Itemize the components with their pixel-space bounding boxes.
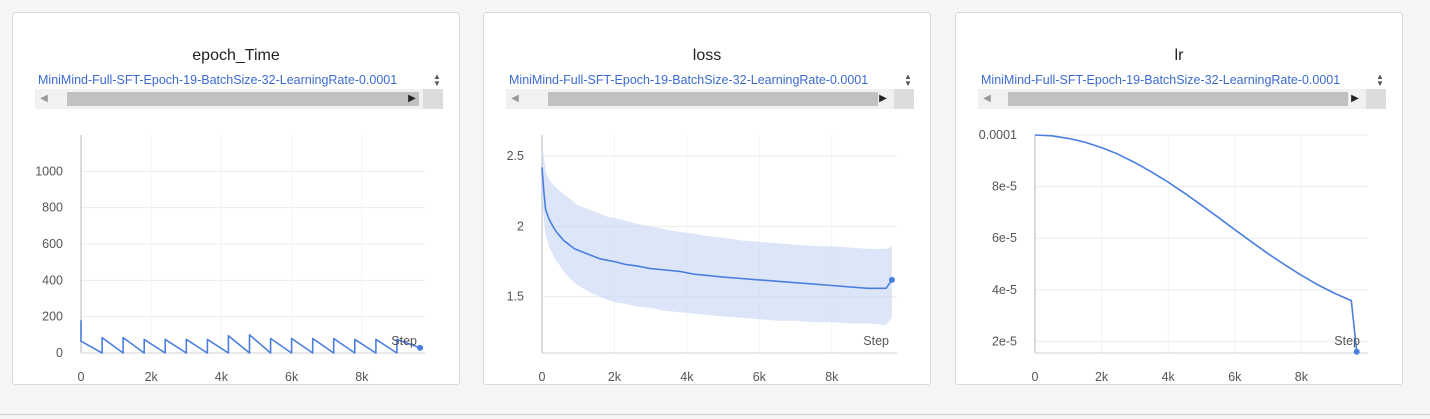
legend-label[interactable]: MiniMind-Full-SFT-Epoch-19-BatchSize-32-… [509,73,869,87]
x-tick-label: 6k [285,370,299,383]
chart-panel-lr: lr MiniMind-Full-SFT-Epoch-19-BatchSize-3… [955,12,1403,385]
y-tick-label: 2.5 [507,149,524,163]
scrollbar-thumb[interactable] [1008,92,1348,106]
legend: MiniMind-Full-SFT-Epoch-19-BatchSize-32-… [978,72,1386,88]
x-tick-label: 8k [1295,370,1309,383]
spinner-updown-icon[interactable]: ▲ ▼ [433,72,441,88]
chart-svg: 0 200 400 600 800 1000 0 2k 4k 6k 8k Step [35,135,425,383]
x-tick-label: 4k [1162,370,1176,383]
scrollbar-corner [894,89,914,109]
x-tick-label: 6k [753,370,767,383]
series-end-point [1353,348,1360,355]
y-tick-label: 4e-5 [992,283,1017,297]
x-tick-label: 0 [1032,370,1039,383]
scrollbar-corner [423,89,443,109]
x-tick-label: 4k [215,370,229,383]
y-tick-label: 400 [42,273,63,287]
scroll-right-icon[interactable]: ▶ [879,93,887,104]
y-tick-label: 6e-5 [992,231,1017,245]
legend-scrollbar[interactable]: ◀ ▶ [978,89,1386,109]
x-tick-label: 0 [78,370,85,383]
x-tick-label: 6k [1228,370,1242,383]
chart-panel-loss: loss MiniMind-Full-SFT-Epoch-19-BatchSize… [483,12,931,385]
x-tick-label: 2k [145,370,159,383]
y-tick-label: 2 [517,219,524,233]
y-tick-label: 600 [42,237,63,251]
series-band [542,142,892,325]
y-tick-label: 8e-5 [992,180,1017,194]
x-axis-label: Step [1334,334,1360,348]
series-end-point [888,276,895,283]
chart-title: loss [692,47,722,64]
x-tick-label: 8k [825,370,839,383]
chart-svg: 1.5 2 2.5 0 2k 4k 6k 8k Step [507,135,897,383]
chart-title: epoch_Time [192,47,280,64]
legend-label[interactable]: MiniMind-Full-SFT-Epoch-19-BatchSize-32-… [38,73,398,87]
scroll-left-icon[interactable]: ◀ [511,93,519,104]
x-tick-label: 2k [1095,370,1109,383]
chart-panel-epoch-time: epoch_Time MiniMind-Full-SFT-Epoch-19-Bat… [12,12,460,385]
y-tick-label: 1.5 [507,290,524,304]
y-tick-label: 0 [56,346,63,360]
chart-title: lr [1174,47,1184,64]
scrollbar-thumb[interactable] [67,92,419,106]
x-tick-label: 4k [680,370,694,383]
scroll-right-icon[interactable]: ▶ [408,93,416,104]
scrollbar-corner [1366,89,1386,109]
y-tick-label: 2e-5 [992,334,1017,348]
legend-scrollbar[interactable]: ◀ ▶ [35,89,443,109]
legend: MiniMind-Full-SFT-Epoch-19-BatchSize-32-… [35,72,443,88]
series-line [1034,134,1358,352]
x-axis-label: Step [391,334,417,348]
x-tick-label: 8k [355,370,369,383]
scroll-right-icon[interactable]: ▶ [1351,93,1359,104]
y-tick-label: 1000 [35,164,63,178]
scrollbar-thumb[interactable] [548,92,878,106]
y-tick-label: 200 [42,310,63,324]
series-line [541,167,893,290]
bottom-divider [0,414,1430,415]
y-tick-label: 0.0001 [979,128,1017,142]
x-tick-label: 2k [608,370,622,383]
legend-scrollbar[interactable]: ◀ ▶ [506,89,914,109]
legend: MiniMind-Full-SFT-Epoch-19-BatchSize-32-… [506,72,914,88]
x-axis-label: Step [863,334,889,348]
scroll-left-icon[interactable]: ◀ [983,93,991,104]
series-line [80,320,421,354]
spinner-updown-icon[interactable]: ▲ ▼ [904,72,912,88]
x-tick-label: 0 [539,370,546,383]
series-end-point [417,344,424,351]
chart-svg: 2e-5 4e-5 6e-5 8e-5 0.0001 0 2k 4k 6k 8k Step [979,128,1368,383]
y-tick-label: 800 [42,201,63,215]
spinner-updown-icon[interactable]: ▲ ▼ [1376,72,1384,88]
scroll-left-icon[interactable]: ◀ [40,93,48,104]
legend-label[interactable]: MiniMind-Full-SFT-Epoch-19-BatchSize-32-… [981,73,1341,87]
